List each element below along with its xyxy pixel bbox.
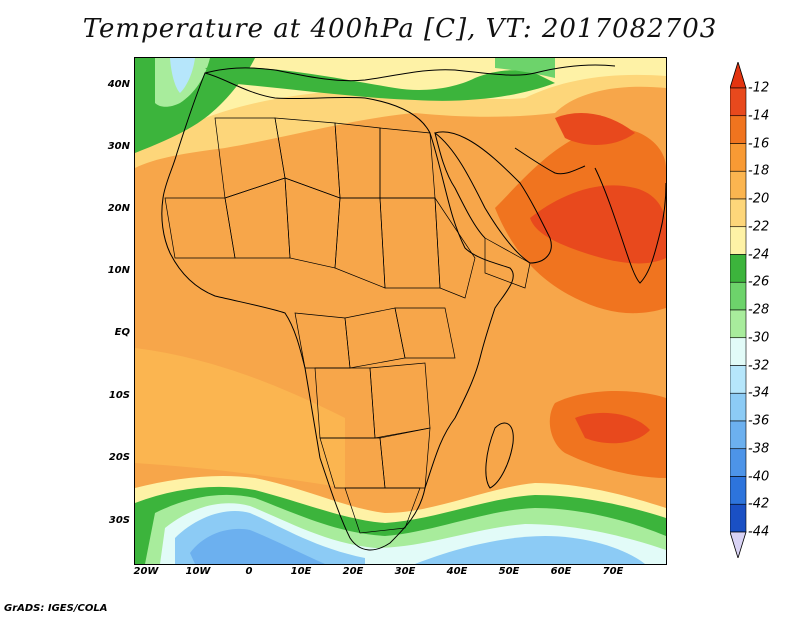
temperature-field	[135, 58, 666, 564]
colorbar-label: -40	[748, 469, 770, 484]
chart-title: Temperature at 400hPa [C], VT: 201708270…	[82, 14, 718, 44]
colorbar-label: -38	[748, 441, 770, 457]
red-sea-coast	[434, 132, 486, 239]
lon-label-20e: 20E	[342, 566, 364, 577]
colorbar-label: -34	[748, 385, 770, 401]
colorbar-label: -12	[748, 80, 770, 96]
colorbar-label: -14	[748, 108, 770, 124]
border-19	[484, 237, 531, 289]
colorbar-label: -16	[748, 136, 770, 151]
colorbar-cell	[730, 198, 747, 228]
field-south-atlantic	[135, 348, 345, 488]
colorbar-label: -28	[748, 302, 770, 318]
arabia-coast	[433, 131, 552, 264]
country-borders	[164, 117, 531, 534]
field-south-deepblue	[190, 528, 325, 564]
border-17	[379, 427, 431, 489]
colorbar-cell	[730, 170, 747, 200]
lat-label-30n: 30N	[107, 141, 130, 152]
lat-label-40n: 40N	[107, 79, 130, 90]
colorbar	[730, 62, 747, 558]
field-indian-ocean-hot	[575, 412, 650, 444]
colorbar-label: -30	[748, 330, 770, 346]
colorbar-top-arrow	[730, 62, 747, 89]
temperature-map	[134, 57, 667, 565]
lat-label-eq: EQ	[114, 327, 130, 338]
colorbar-label: -24	[748, 247, 770, 262]
colorbar-cell	[730, 392, 747, 422]
colorbar-cell	[730, 281, 747, 311]
colorbar-cell	[730, 226, 747, 255]
lat-label-30s: 30S	[108, 515, 130, 526]
lon-label-50e: 50E	[498, 566, 520, 577]
med-coast	[204, 64, 616, 82]
lon-label-20w: 20W	[133, 566, 159, 577]
colorbar-cell	[730, 476, 747, 505]
colorbar-cell	[730, 448, 747, 477]
border-13	[394, 307, 456, 359]
lat-label-10s: 10S	[108, 390, 130, 401]
lon-label-60e: 60E	[550, 566, 572, 577]
colorbar-label: -42	[748, 496, 770, 512]
colorbar-label: -26	[748, 274, 770, 290]
lat-label-20s: 20S	[108, 452, 130, 463]
colorbar-label: -22	[748, 219, 770, 235]
lon-label-70e: 70E	[602, 566, 624, 577]
colorbar-cell	[730, 143, 747, 172]
colorbar-cell	[730, 254, 747, 283]
colorbar-cell	[730, 503, 747, 533]
coastlines	[161, 64, 666, 551]
colorbar-bottom-arrow	[730, 531, 747, 558]
footer-credit: GrADS: IGES/COLA	[4, 603, 108, 614]
colorbar-label: -32	[748, 358, 770, 373]
africa-coast	[161, 72, 514, 551]
colorbar-cell	[730, 337, 747, 366]
border-18	[344, 487, 421, 534]
colorbar-label: -36	[748, 413, 770, 429]
gulf-coast	[514, 147, 586, 175]
madagascar-coast	[485, 422, 514, 489]
lon-label-10e: 10E	[290, 566, 312, 577]
india-coast	[594, 167, 666, 284]
field-india-hot	[530, 185, 666, 264]
lat-label-10n: 10N	[107, 265, 130, 276]
colorbar-cell	[730, 309, 747, 339]
colorbar-cell	[730, 365, 747, 394]
lat-label-20n: 20N	[107, 203, 130, 214]
field-med-lightgreen	[495, 58, 555, 78]
colorbar-label: -18	[748, 163, 770, 179]
border-10	[434, 196, 476, 299]
lon-label-10w: 10W	[185, 566, 211, 577]
colorbar-label: -20	[748, 191, 770, 207]
field-persia-hot	[555, 113, 635, 145]
colorbar-cell	[730, 115, 747, 144]
lon-label-30e: 30E	[394, 566, 416, 577]
colorbar-label: -44	[748, 524, 770, 540]
field-med-green	[205, 67, 555, 101]
field-south-blue-east	[415, 536, 645, 564]
lon-label-0: 0	[245, 566, 253, 577]
colorbar-cell	[730, 87, 747, 117]
field-nw-blue	[170, 58, 195, 93]
lon-label-40e: 40E	[446, 566, 468, 577]
colorbar-cell	[730, 420, 747, 450]
